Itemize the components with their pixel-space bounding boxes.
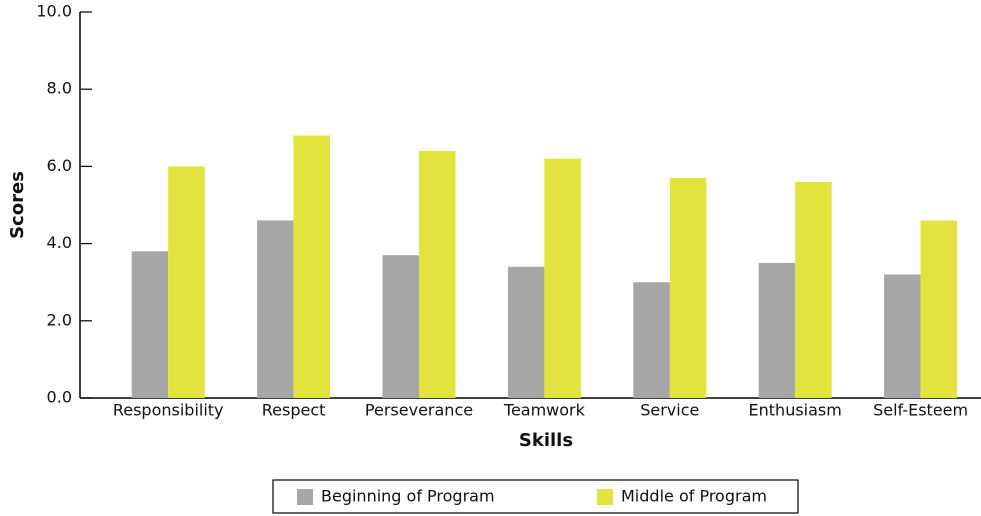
x-tick-label: Service: [640, 401, 699, 420]
bar: [419, 150, 456, 398]
bar: [920, 220, 958, 398]
legend-box: [272, 479, 799, 514]
y-tick-label: 8.0: [47, 79, 72, 98]
x-axis-label: Skills: [519, 430, 573, 451]
x-tick-label: Enthusiasm: [749, 401, 842, 420]
bar: [168, 166, 205, 398]
bar: [131, 251, 169, 398]
x-tick-label: Teamwork: [503, 401, 586, 420]
y-tick-label: 2.0: [47, 310, 72, 329]
bar: [507, 266, 545, 398]
x-tick-label: Responsibility: [113, 401, 224, 420]
bar: [544, 158, 581, 398]
bar: [795, 181, 832, 398]
y-tick-label: 6.0: [47, 156, 72, 175]
x-tick-label: Self-Esteem: [873, 401, 968, 420]
bar: [633, 282, 670, 398]
legend-label: Beginning of Program: [321, 487, 495, 506]
bar: [669, 177, 707, 398]
bar: [884, 274, 921, 398]
x-tick-label: Respect: [262, 401, 326, 420]
y-tick-label: 4.0: [47, 233, 72, 252]
y-axis-label: Scores: [7, 171, 28, 239]
legend-label: Middle of Program: [621, 487, 767, 506]
x-tick-label: Perseverance: [365, 401, 473, 420]
bar: [257, 220, 294, 398]
bar: [382, 255, 419, 398]
bar: [758, 262, 796, 398]
legend-swatch: [297, 489, 313, 505]
bar: [293, 135, 331, 398]
y-tick-label: 10.0: [36, 2, 72, 21]
y-tick-label: 0.0: [47, 388, 72, 407]
legend-swatch: [597, 489, 613, 505]
